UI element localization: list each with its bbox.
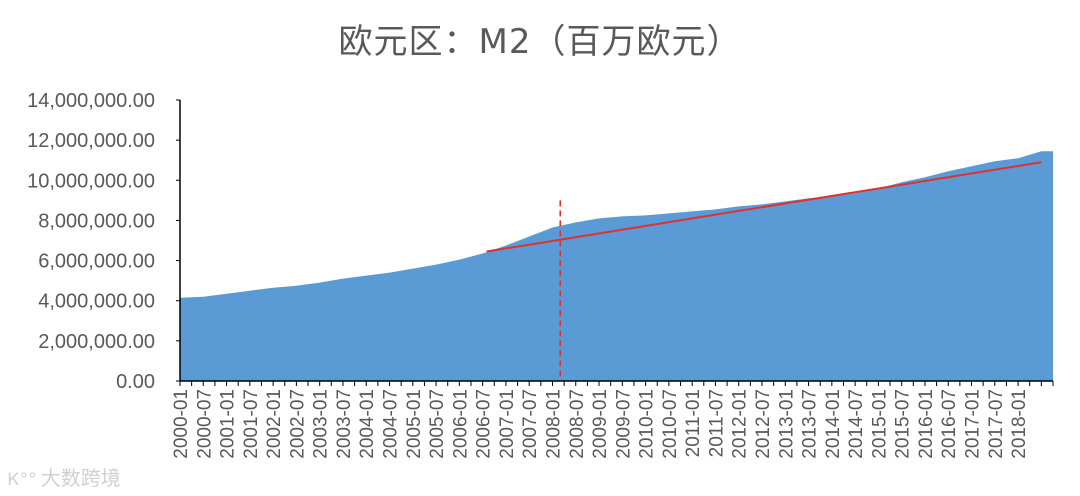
x-tick-label: 2006-01 <box>450 389 471 459</box>
y-tick-label: 0.00 <box>116 371 155 393</box>
x-tick-label: 2004-07 <box>381 389 402 459</box>
y-tick-label: 8,000,000.00 <box>38 210 155 232</box>
watermark-logo: Ꮶ°° <box>8 470 37 490</box>
x-tick-label: 2018-01 <box>1009 389 1030 459</box>
x-tick-label: 2013-07 <box>800 389 821 459</box>
x-tick-label: 2009-07 <box>613 389 634 459</box>
x-tick-label: 2015-01 <box>869 389 890 459</box>
x-tick-label: 2014-07 <box>846 389 867 459</box>
x-tick-label: 2003-01 <box>311 389 332 459</box>
x-tick-label: 2004-01 <box>357 389 378 459</box>
x-tick-label: 2007-07 <box>520 389 541 459</box>
chart-title: 欧元区：M2（百万欧元） <box>338 22 742 62</box>
x-tick-label: 2011-07 <box>706 389 727 457</box>
x-tick-label: 2014-01 <box>823 389 844 459</box>
x-tick-label: 2011-01 <box>683 389 704 457</box>
y-tick-label: 2,000,000.00 <box>38 331 155 353</box>
x-tick-label: 2013-01 <box>776 389 797 459</box>
x-tick-label: 2000-01 <box>171 389 192 459</box>
y-tick-label: 6,000,000.00 <box>38 251 155 273</box>
x-tick-label: 2005-07 <box>427 389 448 459</box>
x-tick-label: 2016-07 <box>939 389 960 459</box>
y-tick-label: 10,000,000.00 <box>27 170 155 192</box>
area-series-0 <box>180 151 1053 381</box>
watermark-text: 大数跨境 <box>40 466 121 490</box>
x-tick-label: 2001-01 <box>218 389 239 459</box>
watermark: Ꮶ°° 大数跨境 <box>8 462 121 491</box>
x-tick-label: 2009-01 <box>590 389 611 459</box>
x-tick-label: 2016-01 <box>916 389 937 459</box>
y-tick-label: 12,000,000.00 <box>27 130 155 152</box>
x-tick-label: 2010-01 <box>637 389 658 459</box>
x-tick-label: 2012-01 <box>730 389 751 459</box>
x-tick-label: 2002-07 <box>287 389 308 459</box>
x-tick-label: 2003-07 <box>334 389 355 459</box>
x-tick-label: 2008-07 <box>567 389 588 459</box>
x-tick-label: 2015-07 <box>893 389 914 459</box>
y-tick-label: 4,000,000.00 <box>38 291 155 313</box>
x-tick-label: 2000-07 <box>194 389 215 459</box>
x-tick-label: 2017-01 <box>963 389 984 459</box>
x-tick-label: 2017-07 <box>986 389 1007 459</box>
x-tick-label: 2012-07 <box>753 389 774 459</box>
x-tick-label: 2007-01 <box>497 389 518 459</box>
y-tick-label: 14,000,000.00 <box>27 90 155 112</box>
x-tick-label: 2006-07 <box>474 389 495 459</box>
x-tick-label: 2005-01 <box>404 389 425 459</box>
trend-line <box>486 161 1042 253</box>
x-tick-label: 2008-01 <box>544 389 565 459</box>
x-tick-label: 2010-07 <box>660 389 681 459</box>
x-tick-label: 2002-01 <box>264 389 285 459</box>
x-tick-label: 2001-07 <box>241 389 262 459</box>
